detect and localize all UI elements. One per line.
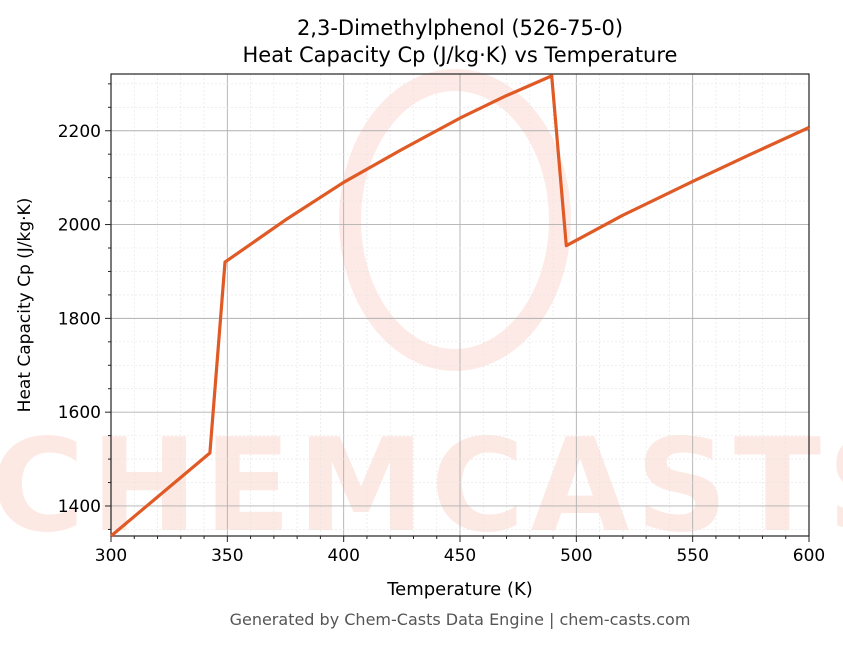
series-line bbox=[109, 74, 810, 538]
chart-title: 2,3-Dimethylphenol (526-75-0) bbox=[297, 16, 623, 40]
y-tick-label: 2200 bbox=[58, 122, 101, 142]
footer: Generated by Chem-Casts Data Engine | ch… bbox=[230, 610, 691, 629]
watermark: CHEMCASTS bbox=[0, 69, 843, 561]
x-axis-label: Temperature (K) bbox=[386, 579, 533, 600]
x-tick-label: 400 bbox=[327, 546, 359, 566]
chart-subtitle: Heat Capacity Cp (J/kg·K) vs Temperature bbox=[243, 43, 678, 67]
svg-text:CHEMCASTS: CHEMCASTS bbox=[0, 412, 843, 561]
x-tick-label: 350 bbox=[211, 546, 243, 566]
x-tick-label: 600 bbox=[793, 546, 825, 566]
y-axis-label: Heat Capacity Cp (J/kg·K) bbox=[15, 198, 35, 413]
x-tick-label: 450 bbox=[444, 546, 476, 566]
y-tick-label: 1400 bbox=[58, 497, 101, 517]
x-tick-label: 300 bbox=[95, 546, 127, 566]
y-tick-label: 1600 bbox=[58, 403, 101, 423]
y-tick-label: 1800 bbox=[58, 309, 101, 329]
y-tick-label: 2000 bbox=[58, 216, 101, 236]
x-tick-label: 550 bbox=[676, 546, 708, 566]
x-tick-label: 500 bbox=[560, 546, 592, 566]
